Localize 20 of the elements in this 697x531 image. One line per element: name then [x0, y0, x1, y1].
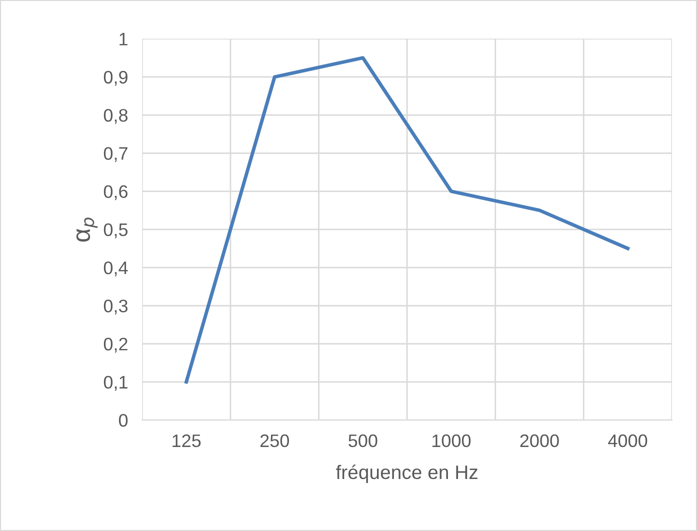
y-tick-label: 0,3 [104, 300, 128, 314]
y-tick-label: 0,8 [104, 108, 128, 124]
y-axis-title: α$_{p}$ [76, 218, 98, 242]
y-tick-label: 1 [120, 32, 128, 46]
x-tick-label: 2000 [520, 434, 559, 448]
x-tick-label: 125 [172, 434, 201, 448]
x-tick-label: 1000 [432, 434, 471, 448]
line-series [184, 56, 630, 384]
y-tick-label: 0,1 [104, 376, 128, 391]
y-tick-label: 0,6 [104, 185, 128, 200]
x-tick-label: 4000 [608, 434, 648, 448]
y-tick-label: 0,7 [104, 147, 128, 162]
y-tick-label: 0 [118, 414, 128, 427]
y-tick-label: 0,5 [104, 223, 128, 238]
y-tick-label: 0,4 [104, 261, 128, 276]
y-tick-label: 0,9 [104, 70, 128, 86]
x-axis-title: fréquence en Hz [336, 464, 478, 483]
x-tick-label: 500 [348, 434, 378, 448]
x-tick-label: 250 [260, 434, 289, 448]
y-tick-label: 0,2 [104, 338, 128, 353]
